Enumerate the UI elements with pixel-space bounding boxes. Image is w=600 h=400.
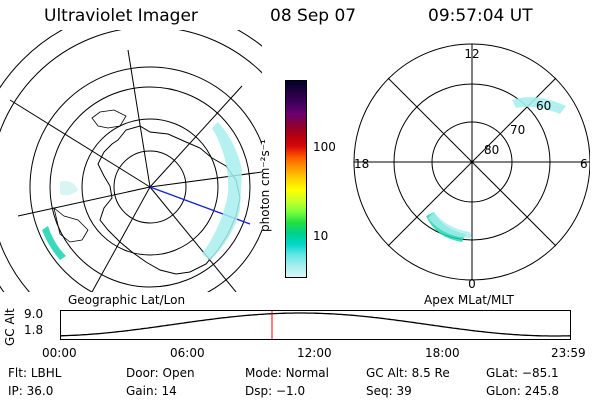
colorbar-unit-label: photon cm⁻²s⁻¹ bbox=[258, 139, 272, 232]
date-label: 08 Sep 07 bbox=[270, 6, 357, 26]
timeline-frame bbox=[60, 310, 571, 340]
right-map-caption: Apex MLat/MLT bbox=[424, 293, 514, 307]
timeline-xtick-1200: 12:00 bbox=[297, 346, 332, 360]
latitude-circle bbox=[29, 66, 262, 292]
color-scale bbox=[285, 80, 307, 278]
info-glat: GLat: −85.1 bbox=[486, 366, 559, 380]
info-seq: Seq: 39 bbox=[366, 384, 412, 398]
colorbar-tick-10: 10 bbox=[313, 229, 329, 243]
info-door: Door: Open bbox=[126, 366, 195, 380]
coastline bbox=[97, 125, 241, 275]
meridian-line bbox=[149, 85, 243, 188]
timeline-xtick-0600: 06:00 bbox=[170, 346, 205, 360]
mlt-label-12: 12 bbox=[464, 47, 479, 61]
latitude-circle bbox=[113, 150, 187, 224]
timeline-ytick-min: 1.8 bbox=[24, 323, 44, 337]
latitude-circle bbox=[81, 118, 219, 256]
mlat-label-80: 80 bbox=[484, 143, 499, 157]
colorbar-tick-100: 100 bbox=[313, 140, 336, 154]
timeline-ytick-max: 9.0 bbox=[24, 307, 44, 321]
meridian-line bbox=[127, 49, 151, 188]
meridian-line bbox=[17, 186, 151, 217]
aurora-emission bbox=[512, 97, 566, 114]
timeline-xtick-0000: 00:00 bbox=[42, 346, 77, 360]
info-mode: Mode: Normal bbox=[245, 366, 329, 380]
aurora-emission bbox=[60, 181, 78, 196]
coastline bbox=[53, 206, 89, 243]
color-scale-gradient bbox=[286, 81, 306, 277]
instrument-title: Ultraviolet Imager bbox=[44, 6, 198, 26]
mlat-label-70: 70 bbox=[510, 123, 525, 137]
mlt-label-18: 18 bbox=[354, 157, 369, 171]
info-dsp: Dsp: −1.0 bbox=[245, 384, 306, 398]
geographic-map bbox=[0, 30, 262, 292]
info-gc-alt: GC Alt: 8.5 Re bbox=[366, 366, 450, 380]
mlat-label-60: 60 bbox=[536, 99, 551, 113]
timeline-xtick-2359: 23:59 bbox=[551, 346, 586, 360]
meridian-line bbox=[91, 186, 151, 292]
info-ip: IP: 36.0 bbox=[8, 384, 54, 398]
aurora-emission bbox=[202, 122, 242, 260]
altitude-timeline bbox=[60, 310, 571, 340]
time-label: 09:57:04 UT bbox=[428, 6, 533, 26]
altitude-curve bbox=[60, 312, 571, 337]
mlt-label-6: 6 bbox=[580, 157, 588, 171]
aurora-emission bbox=[428, 212, 472, 238]
coastline bbox=[91, 109, 127, 129]
info-filter: Flt: LBHL bbox=[8, 366, 62, 380]
meridian-line bbox=[149, 186, 237, 292]
timeline-xtick-1800: 18:00 bbox=[425, 346, 460, 360]
meridian-line bbox=[9, 99, 151, 188]
mlt-label-0: 0 bbox=[468, 277, 476, 291]
latitude-circle bbox=[49, 86, 251, 288]
info-gain: Gain: 14 bbox=[126, 384, 177, 398]
info-glon: GLon: 245.8 bbox=[486, 384, 559, 398]
aurora-emission bbox=[42, 226, 66, 260]
left-map-caption: Geographic Lat/Lon bbox=[68, 293, 186, 307]
meridian-line bbox=[149, 171, 262, 188]
magnetic-map: 12 18 6 0 60 70 80 bbox=[353, 43, 590, 291]
timeline-axis-label: GC Alt bbox=[3, 308, 17, 346]
